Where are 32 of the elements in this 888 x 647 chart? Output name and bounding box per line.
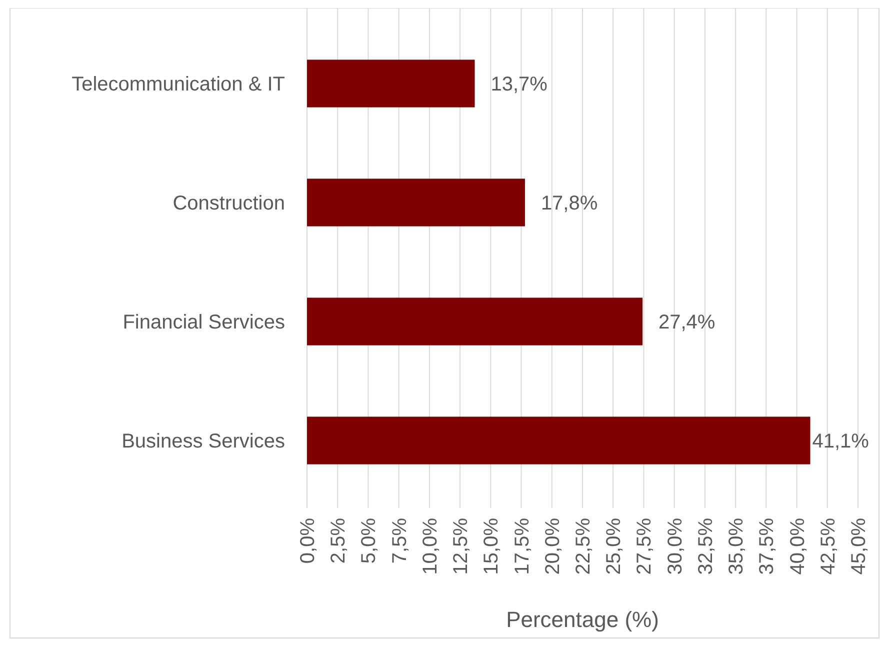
x-tick-label: 0,0% xyxy=(297,518,319,564)
x-tick-label: 30,0% xyxy=(664,518,686,575)
data-label: 41,1% xyxy=(812,430,870,452)
y-tick-label: Telecommunication & IT xyxy=(72,74,285,96)
x-tick-label: 5,0% xyxy=(358,518,380,564)
data-label: 17,8% xyxy=(540,192,598,214)
x-tick-label: 12,5% xyxy=(450,518,472,575)
x-tick-label: 37,5% xyxy=(756,518,778,575)
x-tick-label: 20,0% xyxy=(542,518,564,575)
x-axis-title: Percentage (%) xyxy=(506,607,659,632)
x-tick-label: 7,5% xyxy=(388,518,411,564)
bar xyxy=(307,416,810,464)
bar xyxy=(307,298,642,346)
bar xyxy=(307,60,475,108)
y-tick-label: Financial Services xyxy=(122,312,285,334)
x-tick-label: 42,5% xyxy=(817,518,840,575)
x-tick-label: 25,0% xyxy=(603,518,626,575)
x-tick-label: 15,0% xyxy=(480,518,503,575)
x-tick-label: 2,5% xyxy=(328,518,350,564)
data-label: 27,4% xyxy=(658,312,716,334)
x-tick-label: 45,0% xyxy=(848,518,870,575)
x-tick-label: 40,0% xyxy=(786,518,809,575)
x-tick-label: 27,5% xyxy=(634,518,656,575)
bar xyxy=(307,178,525,226)
data-label: 13,7% xyxy=(490,74,548,96)
x-tick-label: 10,0% xyxy=(419,518,442,575)
x-tick-label: 32,5% xyxy=(694,518,717,575)
x-tick-label: 17,5% xyxy=(511,518,534,575)
y-tick-label: Construction xyxy=(172,192,285,214)
y-tick-label: Business Services xyxy=(122,430,285,452)
x-tick-label: 35,0% xyxy=(726,518,748,575)
x-tick-label: 22,5% xyxy=(572,518,594,575)
